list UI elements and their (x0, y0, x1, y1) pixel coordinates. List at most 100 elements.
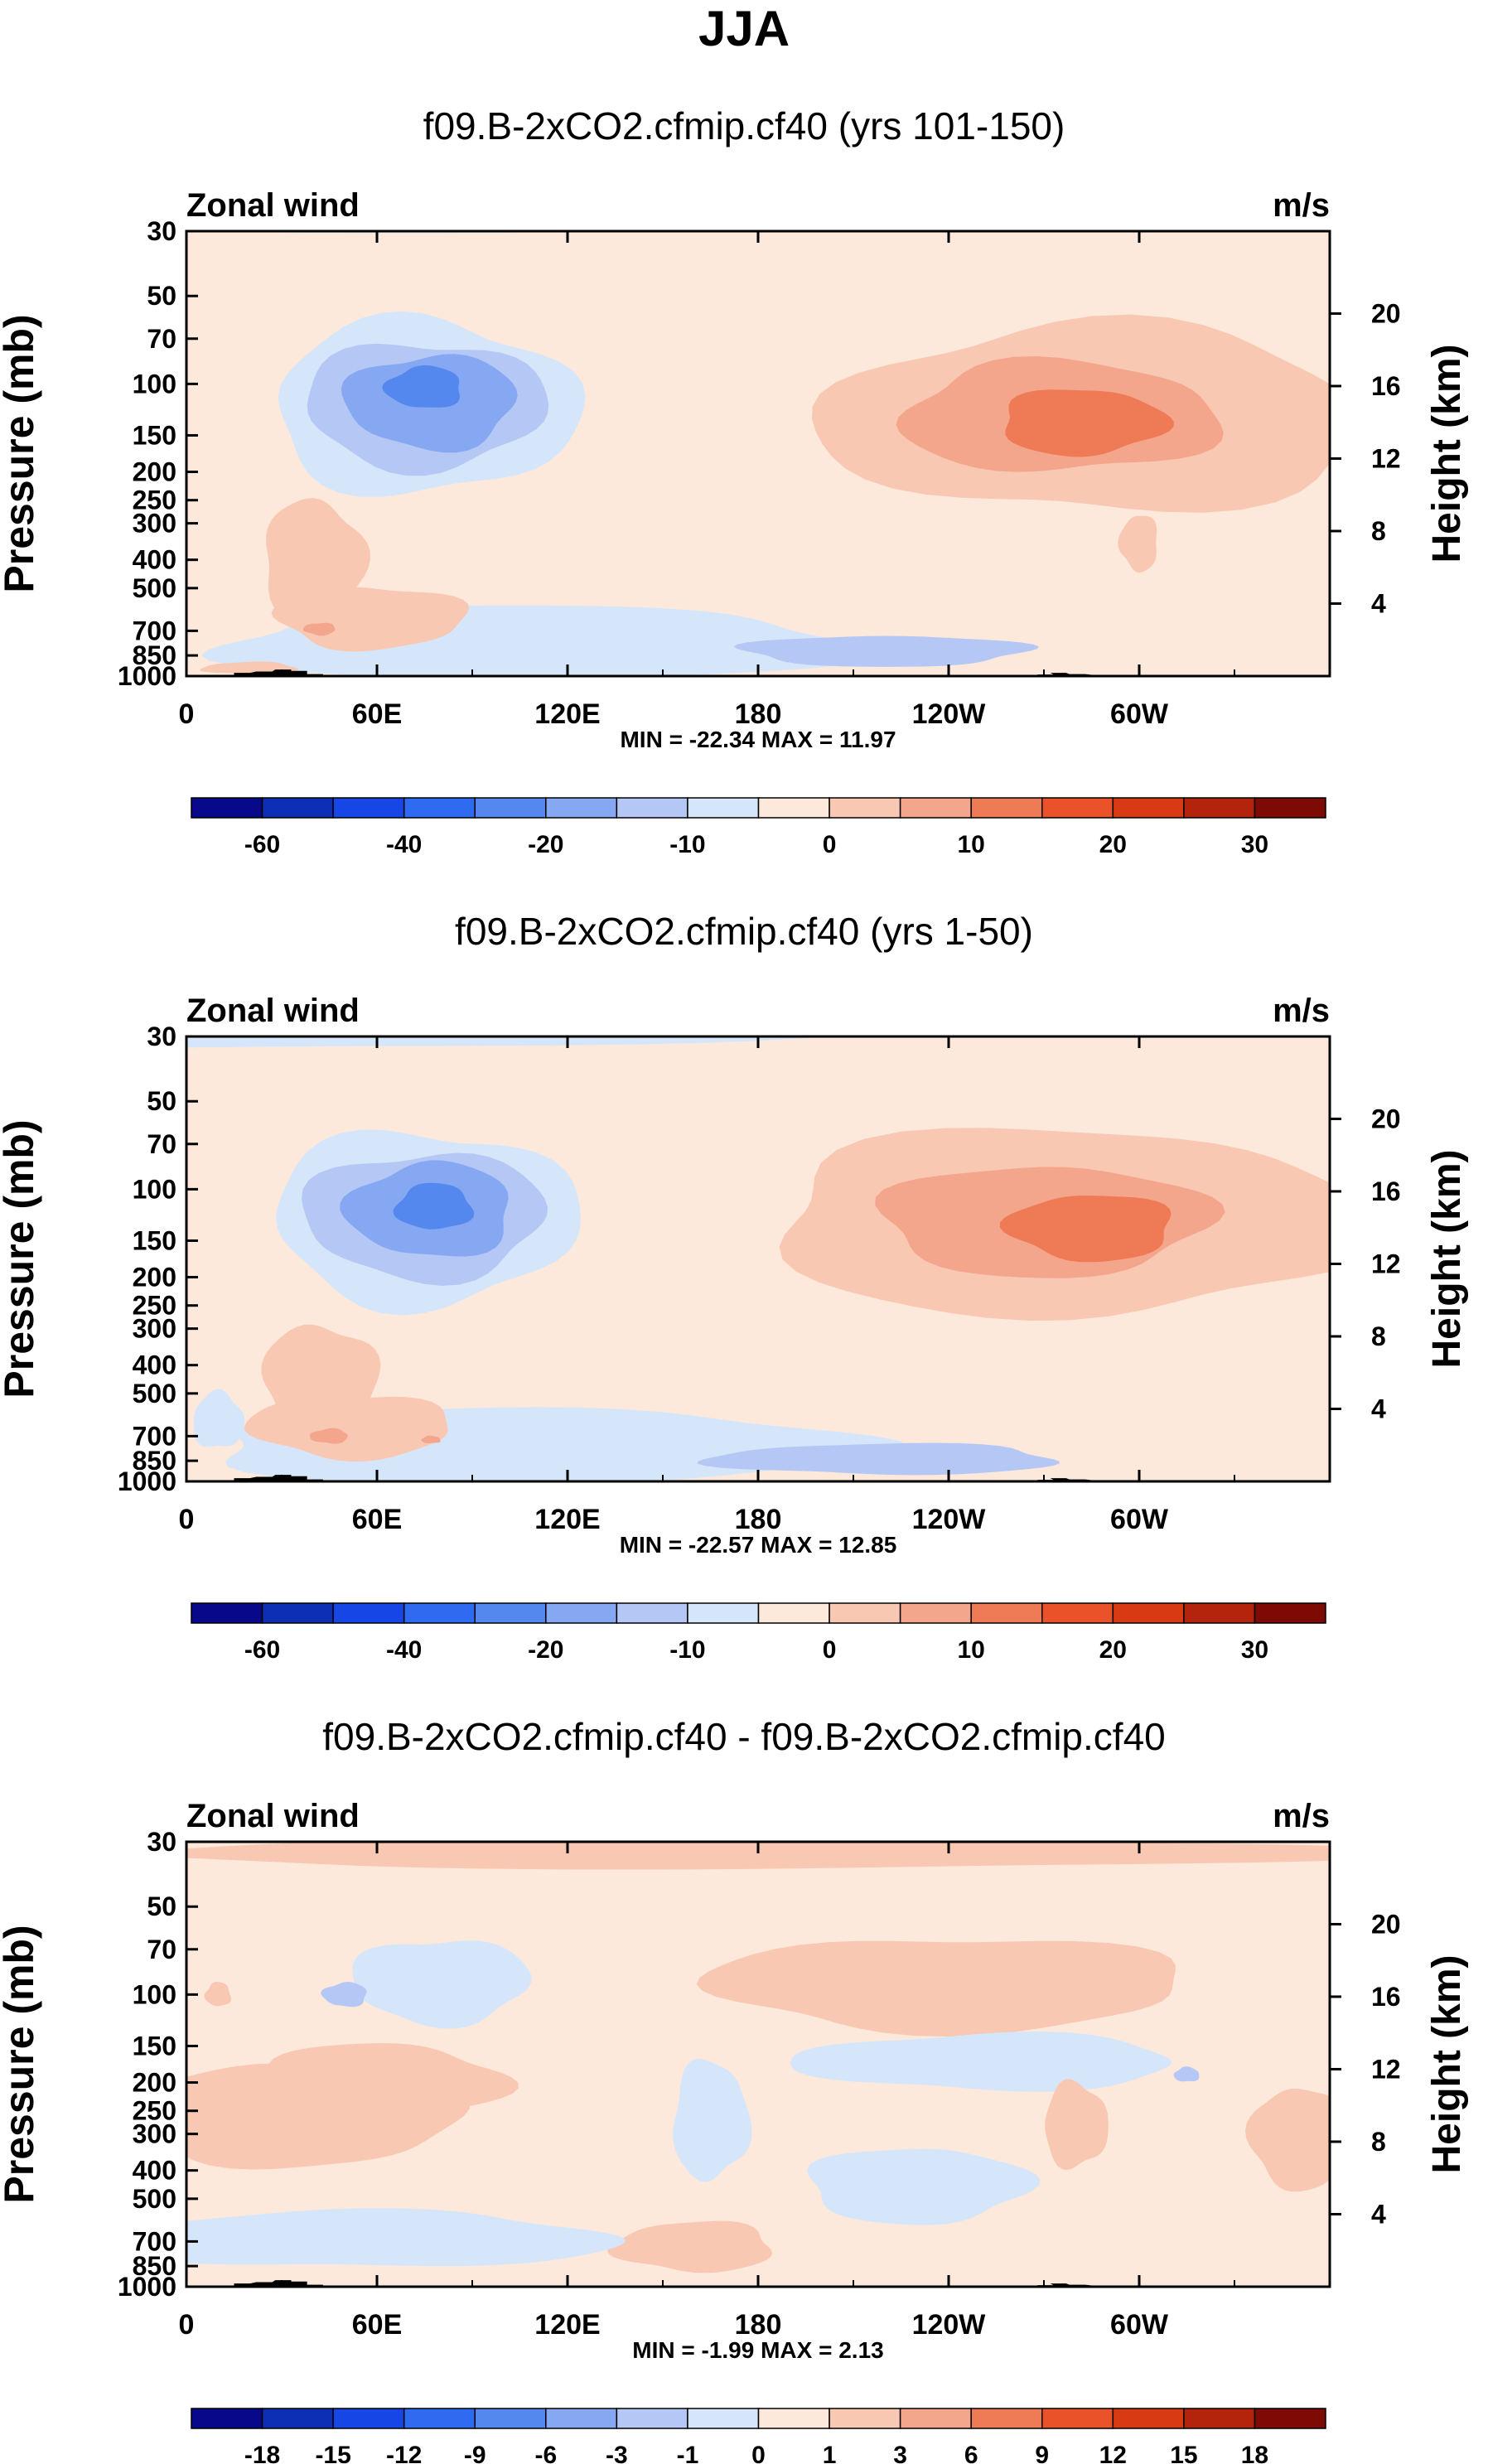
contour-region (421, 1435, 441, 1443)
colorbar-segment (191, 797, 263, 819)
y-right-tick-label: 4 (1371, 588, 1386, 618)
y-right-tick-label: 8 (1371, 2127, 1386, 2157)
y-tick-label: 300 (133, 509, 176, 539)
colorbar-segment (545, 1602, 618, 1624)
colorbar-segment (474, 2408, 547, 2429)
y-tick-label: 30 (147, 1022, 176, 1051)
colorbar-label: -60 (244, 1636, 280, 1664)
colorbar-segment (191, 1602, 263, 1624)
y-tick-label: 150 (133, 420, 176, 450)
colorbar-label: -40 (386, 1636, 422, 1664)
left-label: Zonal wind (186, 1798, 360, 1834)
colorbar-segment (1112, 1602, 1185, 1624)
colorbar-segment (545, 797, 618, 819)
x-tick-label: 180 (735, 1504, 782, 1535)
left-label: Zonal wind (186, 187, 360, 224)
colorbar-label: 15 (1170, 2442, 1197, 2464)
colorbar-segment (829, 2408, 901, 2429)
colorbar-segment (332, 1602, 405, 1624)
contour-region (186, 231, 597, 234)
colorbar-label: 10 (958, 831, 985, 858)
left-label: Zonal wind (186, 993, 360, 1029)
y-right-tick-label: 20 (1371, 298, 1401, 328)
colorbar-segment (332, 2408, 405, 2429)
colorbar-segment (1112, 2408, 1185, 2429)
contour-region (1118, 515, 1157, 573)
colorbar-label: -20 (528, 831, 563, 858)
y-right-tick-label: 4 (1371, 1394, 1386, 1423)
colorbar-segment (757, 1602, 830, 1624)
y-tick-label: 100 (133, 1979, 176, 2009)
colorbar-label: 18 (1241, 2442, 1268, 2464)
y-right-axis-label: Height (km) (1425, 345, 1469, 563)
y-right-tick-label: 16 (1371, 1176, 1401, 1206)
contour-region (807, 2148, 1041, 2225)
plot-area (186, 1842, 1330, 2287)
colorbar-segment (474, 1602, 547, 1624)
colorbar-segment (687, 797, 760, 819)
y-axis-label: Pressure (mb) (0, 1119, 42, 1398)
min-max-stats: MIN = -22.34 MAX = 11.97 (620, 727, 896, 752)
contour-region (790, 2032, 1172, 2092)
y-right-tick-label: 8 (1371, 516, 1386, 546)
colorbar-segment (687, 2408, 760, 2429)
colorbar-label: 10 (958, 1636, 985, 1664)
colorbar-segment (899, 797, 972, 819)
x-tick-label: 120E (534, 2309, 600, 2341)
y-tick-label: 850 (133, 640, 176, 670)
y-tick-label: 250 (133, 1291, 176, 1321)
y-right-tick-label: 12 (1371, 2054, 1401, 2084)
y-tick-label: 30 (147, 1827, 176, 1857)
x-tick-label: 120E (534, 1504, 600, 1535)
y-right-tick-label: 12 (1371, 1249, 1401, 1278)
y-tick-label: 150 (133, 1225, 176, 1255)
contour-region (696, 1940, 1176, 2037)
contour-region (733, 635, 1039, 667)
contour-region (186, 1036, 829, 1048)
y-tick-label: 250 (133, 2096, 176, 2126)
panel-title: f09.B-2xCO2.cfmip.cf40 (yrs 101-150) (423, 104, 1065, 147)
y-tick-label: 1000 (118, 661, 176, 691)
min-max-stats: MIN = -22.57 MAX = 12.85 (620, 1532, 897, 1558)
colorbar-label: 0 (751, 2442, 766, 2464)
y-tick-label: 200 (133, 2068, 176, 2098)
colorbar-segment (899, 1602, 972, 1624)
colorbar-segment (1041, 2408, 1114, 2429)
colorbar-segment (970, 797, 1043, 819)
colorbar-segment (1183, 1602, 1256, 1624)
contour-region (1245, 2089, 1330, 2192)
colorbar-label: 1 (823, 2442, 837, 2464)
colorbar-segment (970, 2408, 1043, 2429)
panel-title: f09.B-2xCO2.cfmip.cf40 (yrs 1-50) (455, 910, 1033, 953)
colorbar-label: 6 (964, 2442, 978, 2464)
y-tick-label: 1000 (118, 2272, 176, 2302)
colorbar-segment (1041, 1602, 1114, 1624)
colorbar-segment (1112, 797, 1185, 819)
colorbar-segment (616, 2408, 688, 2429)
colorbar-label: 9 (1035, 2442, 1049, 2464)
colorbar-segment (332, 797, 405, 819)
y-tick-label: 700 (133, 2226, 176, 2256)
y-right-tick-label: 20 (1371, 1104, 1401, 1133)
contour-region (302, 622, 336, 636)
y-tick-label: 850 (133, 2251, 176, 2281)
panel-1: f09.B-2xCO2.cfmip.cf40 (yrs 101-150) Zona… (0, 104, 1469, 858)
colorbar-segment (261, 2408, 334, 2429)
colorbar-segment (829, 1602, 901, 1624)
colorbar-segment (757, 797, 830, 819)
topography (218, 669, 323, 676)
y-tick-label: 500 (133, 2184, 176, 2214)
y-tick-label: 500 (133, 573, 176, 603)
colorbar-segment (261, 797, 334, 819)
panel-3: f09.B-2xCO2.cfmip.cf40 - f09.B-2xCO2.cfm… (0, 1715, 1469, 2464)
x-tick-label: 0 (179, 698, 195, 730)
colorbar-label: 0 (823, 831, 837, 858)
colorbar-segment (757, 2408, 830, 2429)
x-tick-label: 120W (912, 698, 987, 730)
figure-title: JJA (698, 1, 790, 56)
contour-region (186, 2063, 471, 2170)
colorbar-label: -10 (669, 831, 705, 858)
colorbar-label: -60 (244, 831, 280, 858)
y-tick-label: 50 (147, 281, 176, 311)
contour-region (309, 1428, 348, 1444)
